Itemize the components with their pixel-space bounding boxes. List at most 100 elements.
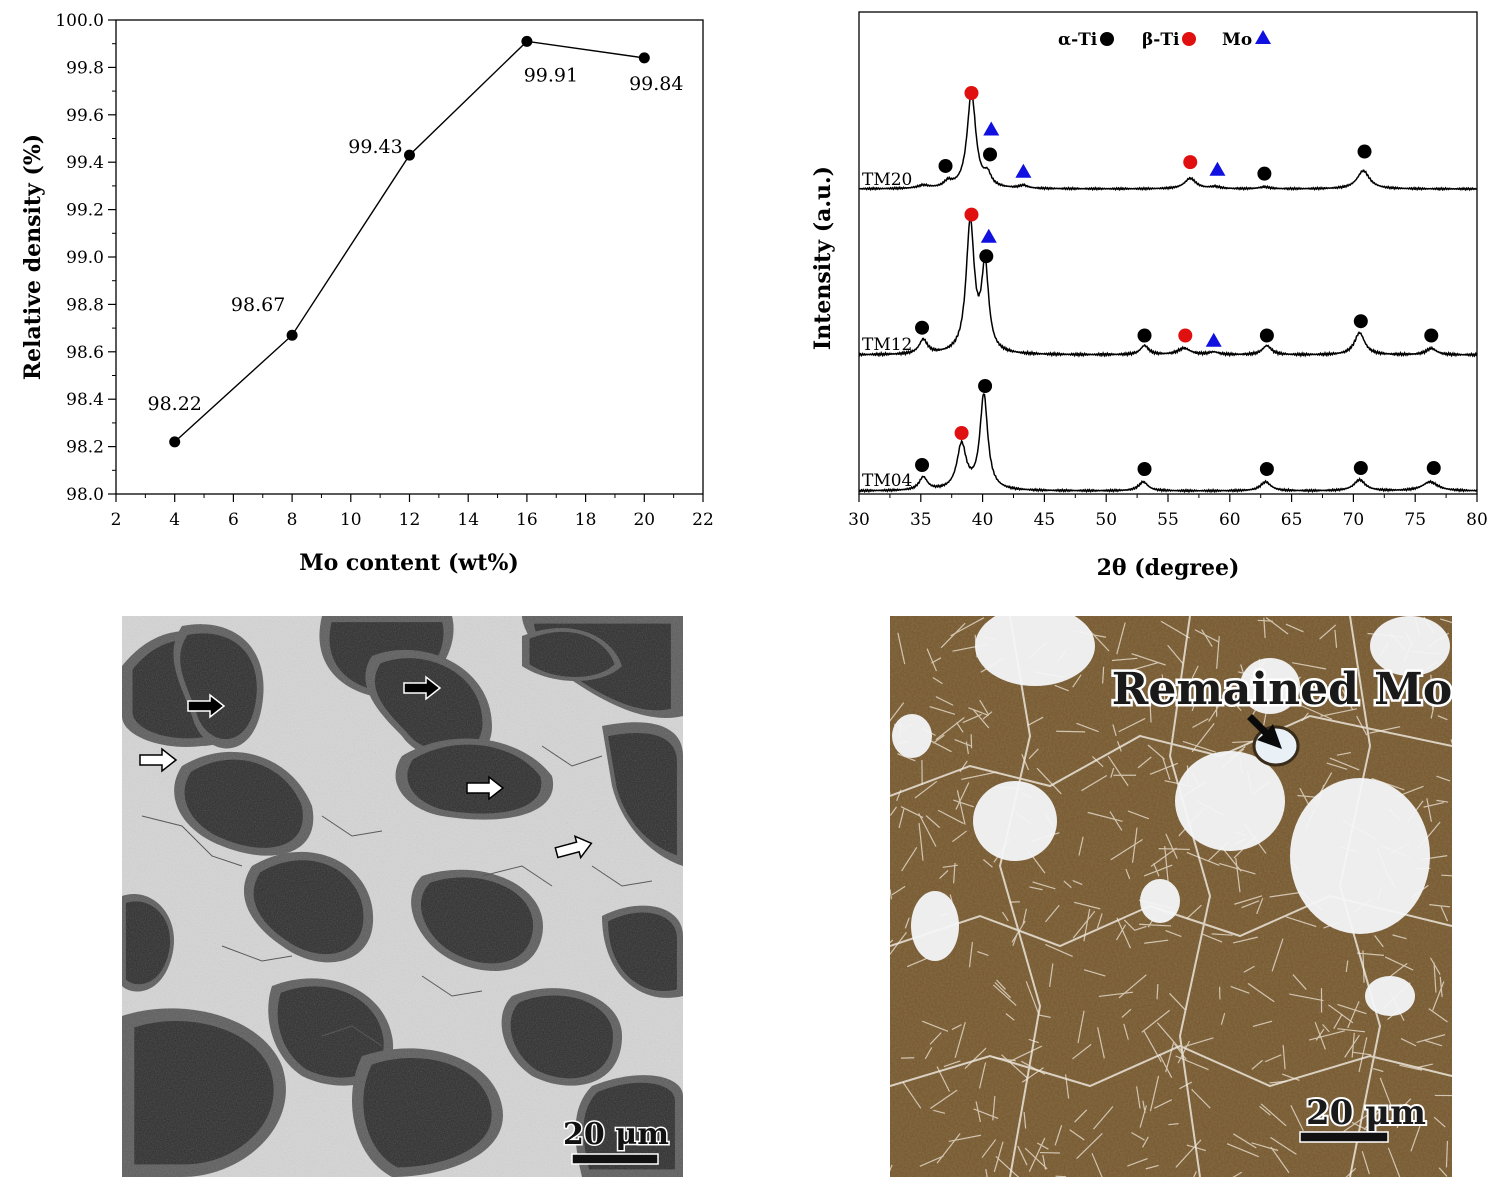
xrd-beta-marker [954,426,969,440]
optical-needle [1110,767,1115,778]
density-x-tick-label: 10 [340,510,362,530]
optical-needle [1001,1054,1029,1079]
xrd-mo-marker [1015,163,1032,178]
optical-needle [926,648,938,672]
optical-needle [992,984,1017,1006]
xrd-trace-label: TM20 [862,170,912,190]
density-series-line [174,40,645,443]
optical-needle [1153,863,1160,877]
optical-needle [993,1141,1004,1173]
optical-needle [955,782,970,810]
optical-needle [1410,1117,1424,1152]
density-y-axis-label: Relative density (%) [20,134,46,380]
optical-needle [1042,1154,1047,1170]
optical-needle [979,699,989,715]
optical-needle [951,1024,962,1031]
optical-needle [1399,1064,1422,1071]
optical-needle [1384,687,1401,695]
sem-scale-bar-label: 20 μm [563,1117,669,1152]
optical-needle [1390,1098,1412,1120]
optical-needle [921,1020,949,1032]
optical-needle [1072,1043,1092,1060]
optical-needle [1097,1027,1105,1059]
optical-needle [1202,933,1223,943]
optical-needle [1387,1147,1401,1177]
density-y-tick-label: 100.0 [55,11,104,31]
xrd-legend-label: β-Ti [1142,30,1180,50]
optical-needle [933,1109,946,1114]
sem-arrow [403,675,442,701]
density-x-tick-label: 16 [516,510,538,530]
optical-needle [939,869,949,880]
optical-light-region [1240,658,1300,714]
optical-needle [1263,617,1266,639]
optical-needle [996,979,1006,990]
optical-needle [1342,689,1354,711]
optical-needle [1118,680,1127,708]
optical-needle [1423,801,1444,808]
optical-light-region [1370,616,1450,676]
optical-needle [994,981,1012,999]
optical-needle [1379,1077,1393,1109]
optical-needle [1177,1040,1191,1064]
optical-needle [956,722,964,733]
xrd-plot-frame [858,11,1478,495]
optical-needle [961,771,998,780]
optical-needle [1337,1028,1366,1033]
optical-needle [1301,705,1333,720]
sem-micrograph: 20 μm [122,616,683,1177]
optical-needle [1098,991,1134,998]
optical-needle [1001,911,1009,922]
optical-needle [948,1134,982,1143]
optical-needle [1124,684,1141,705]
density-x-tick-label: 22 [692,510,714,530]
density-x-tick-label: 6 [228,510,239,530]
optical-needle [914,780,938,799]
optical-needle [1156,984,1159,1000]
optical-needle [1396,1103,1402,1129]
optical-needle [1093,1106,1114,1130]
optical-needle [1440,906,1449,922]
optical-needle [1005,1013,1015,1021]
optical-needle [1184,1037,1214,1048]
optical-needle [1167,644,1184,664]
optical-needle [1320,708,1357,717]
optical-needle [1292,662,1327,670]
optical-needle [1028,1137,1046,1172]
optical-needle [968,942,974,968]
xrd-x-ticks: 30 35 40 45 50 55 60 65 70 75 80 [848,494,1488,530]
optical-needle [1083,969,1106,977]
optical-needle [962,713,982,724]
optical-needle [1361,1150,1370,1175]
density-x-tick-label: 4 [169,510,180,530]
optical-needle [1029,886,1043,891]
sem-arrow [466,775,505,801]
optical-needle [954,1021,966,1058]
optical-needle [1423,1039,1443,1047]
optical-needle [1072,880,1083,886]
optical-needle [1226,1143,1260,1158]
optical-needle [1036,767,1062,795]
optical-needle [1440,618,1452,624]
optical-grain-boundary [1168,616,1212,1177]
xrd-phase-markers [915,86,1441,476]
optical-needle [929,1032,942,1045]
optical-needle [931,657,942,664]
optical-needle [935,696,954,706]
density-point [404,149,415,161]
optical-needle [1110,839,1143,861]
optical-needle [1136,1086,1141,1109]
optical-needle [1363,1111,1379,1130]
optical-needle [982,859,993,868]
optical-needle [1164,845,1169,883]
optical-needle [1160,620,1190,639]
optical-needle [1142,1100,1146,1113]
sem-arrow [554,835,593,860]
xrd-alpha-marker [1353,314,1368,329]
optical-needle [940,622,966,649]
optical-needle [1333,692,1344,699]
optical-needle [1285,623,1304,633]
xrd-beta-marker [964,207,979,222]
density-x-tick-label: 18 [575,510,597,530]
optical-needle [1432,981,1445,1011]
